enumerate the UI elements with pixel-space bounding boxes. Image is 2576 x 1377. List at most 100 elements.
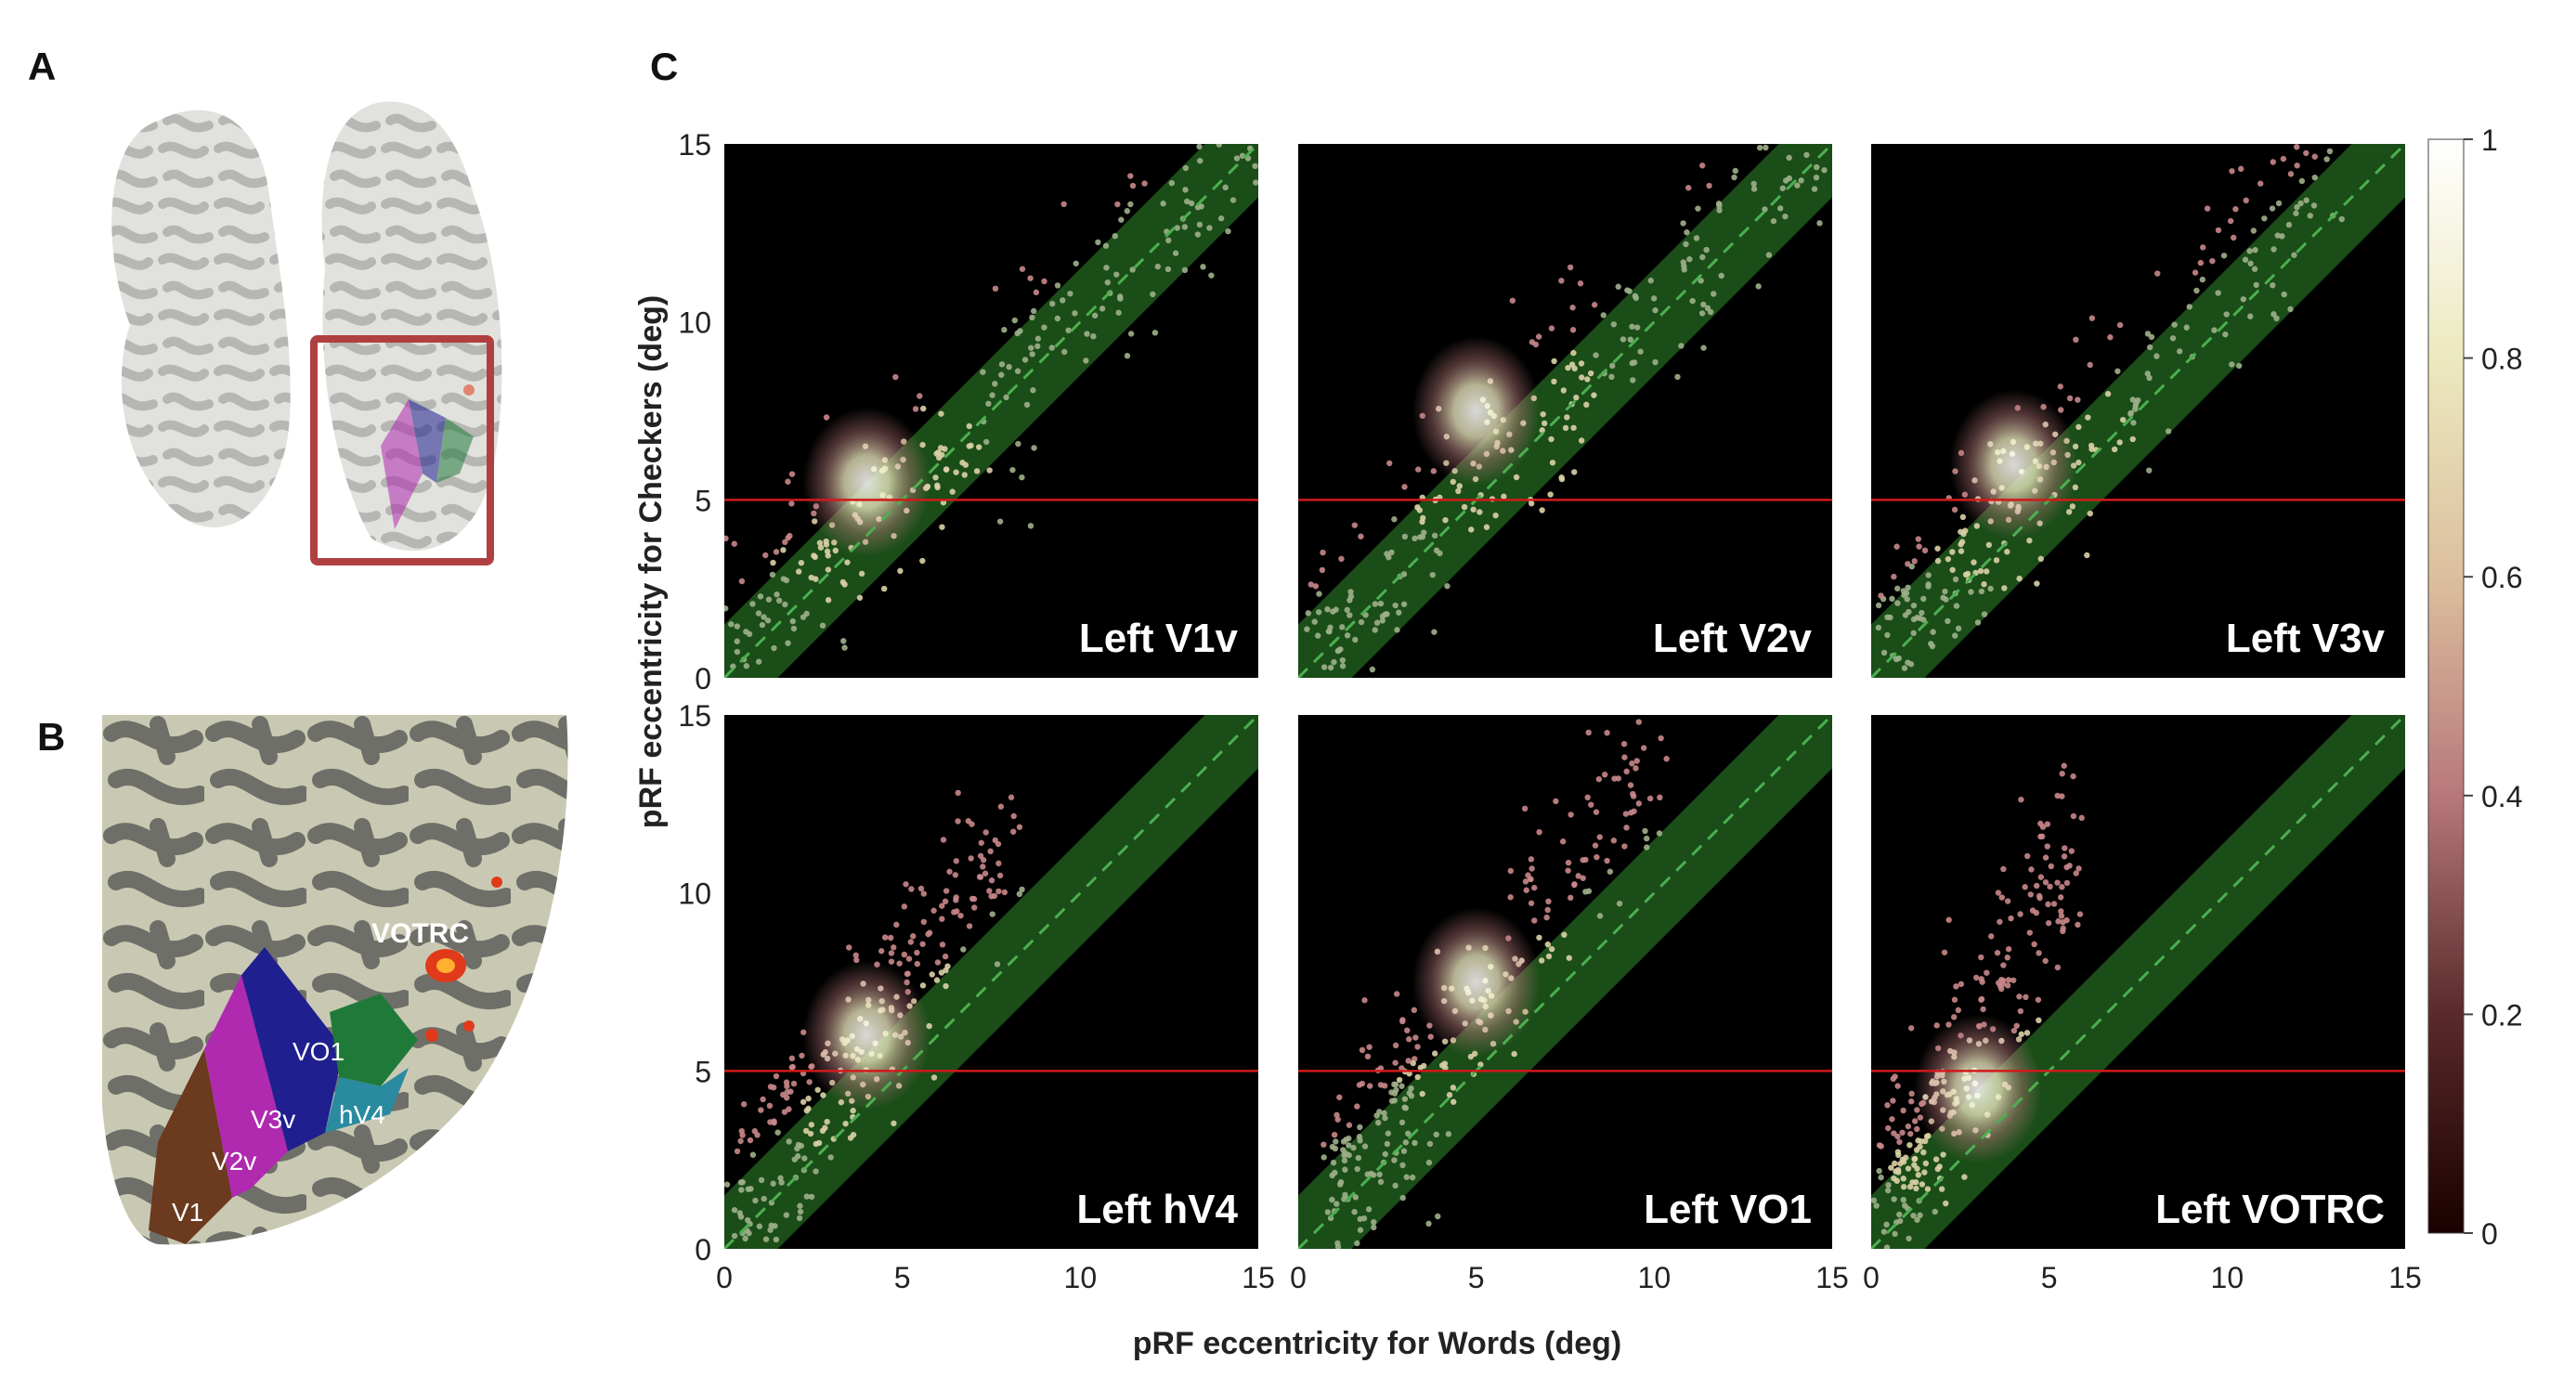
scatter-point	[1755, 283, 1762, 290]
scatter-point	[2059, 884, 2065, 890]
scatter-point	[914, 949, 920, 956]
scatter-point	[1905, 1165, 1912, 1172]
plot-title: Left VO1	[1644, 1187, 1812, 1232]
scatter-point	[1304, 626, 1310, 632]
scatter-point	[1344, 606, 1350, 614]
scatter-point	[756, 1223, 763, 1229]
scatter-point	[1229, 197, 1237, 203]
scatter-point	[2078, 814, 2085, 822]
scatter-point	[1034, 343, 1041, 350]
scatter-point	[1399, 1119, 1406, 1126]
scatter-point	[1009, 466, 1016, 474]
scatter-point	[1942, 588, 1948, 595]
scatter-point	[1528, 900, 1535, 906]
scatter-point	[2247, 313, 2254, 319]
scatter-point	[980, 864, 986, 870]
scatter-point	[1384, 611, 1390, 617]
scatter-point	[1901, 665, 1908, 671]
scatter-point	[2075, 396, 2081, 403]
scatter-point	[940, 500, 947, 506]
scatter-point	[1017, 328, 1023, 334]
scatter-point	[1908, 1090, 1915, 1098]
scatter-point	[1716, 207, 1723, 214]
scatter-point	[2242, 256, 2249, 263]
scatter-point	[1635, 719, 1642, 725]
scatter-point	[2120, 416, 2127, 423]
scatter-point	[905, 955, 913, 962]
scatter-point	[1945, 617, 1951, 625]
scatter-point	[1920, 595, 1927, 603]
scatter-point	[1421, 529, 1427, 536]
scatter-point	[1678, 343, 1685, 349]
scatter-point	[761, 614, 767, 620]
scatter-point	[737, 1179, 745, 1186]
scatter-point	[2176, 348, 2183, 355]
scatter-point	[1575, 873, 1581, 879]
scatter-point	[2186, 304, 2192, 310]
scatter-point	[1330, 608, 1336, 615]
scatter-point	[1569, 305, 1576, 311]
scatter-point	[825, 552, 831, 559]
scatter-point	[786, 1138, 792, 1145]
scatter-point	[1604, 730, 1610, 736]
scatter-point	[2037, 874, 2045, 880]
scatter-point	[1342, 1166, 1348, 1173]
scatter-point	[2075, 921, 2081, 929]
x-tick-label: 0	[716, 1261, 733, 1294]
scatter-point	[1674, 373, 1681, 381]
scatter-point	[752, 1197, 759, 1204]
scatter-point	[1446, 1092, 1453, 1098]
scatter-point	[759, 621, 766, 629]
scatter-point	[892, 373, 899, 381]
scatter-point	[939, 524, 945, 530]
scatter-point	[2197, 259, 2205, 266]
scatter-point	[1876, 1142, 1883, 1149]
scatter-point	[812, 553, 818, 561]
scatter-point	[2280, 155, 2287, 162]
colorbar-tick-label: 0.8	[2481, 343, 2522, 376]
panel-letter-c: C	[650, 45, 679, 88]
scatter-point	[2004, 549, 2010, 555]
scatter-point	[1006, 363, 1012, 370]
plot-title: Left V2v	[1653, 616, 1813, 661]
scatter-point	[1054, 315, 1060, 322]
scatter-point	[1196, 144, 1203, 150]
density-peak	[1949, 389, 2078, 539]
scatter-point	[1102, 242, 1110, 249]
scatter-point	[1621, 843, 1628, 850]
scatter-point	[1568, 361, 1576, 368]
scatter-point	[1961, 1174, 1968, 1180]
scatter-point	[2297, 200, 2304, 207]
scatter-point	[1401, 1096, 1409, 1102]
scatter-point	[773, 1072, 780, 1080]
scatter-point	[953, 858, 959, 864]
scatter-point	[2018, 796, 2024, 803]
scatter-point	[734, 1148, 741, 1155]
scatter-point	[975, 444, 982, 450]
scatter-point	[887, 934, 894, 942]
scatter-point	[1406, 1090, 1413, 1097]
scatter-point	[770, 559, 776, 566]
scatter-point	[1027, 523, 1034, 529]
scatter-point	[1686, 255, 1693, 263]
scatter-point	[1154, 263, 1161, 270]
scatter-point	[1630, 793, 1637, 799]
scatter-point	[800, 1098, 807, 1105]
scatter-point	[1610, 321, 1618, 328]
scatter-point	[2107, 334, 2114, 341]
scatter-point	[1399, 1065, 1405, 1072]
scatter-point	[2269, 205, 2276, 212]
scatter-point	[2088, 315, 2096, 321]
scatter-point	[1371, 1219, 1377, 1226]
scatter-point	[891, 944, 897, 951]
scatter-point	[988, 877, 995, 884]
unity-line	[1298, 144, 1832, 678]
scatter-point	[1911, 558, 1918, 565]
scatter-point	[1910, 616, 1918, 623]
scatter-point	[1338, 555, 1345, 563]
scatter-point	[1468, 526, 1475, 533]
scatter-point	[2063, 916, 2070, 924]
scatter-point	[1920, 1149, 1927, 1156]
scatter-point	[1997, 982, 2004, 989]
scatter-point	[2022, 884, 2028, 890]
